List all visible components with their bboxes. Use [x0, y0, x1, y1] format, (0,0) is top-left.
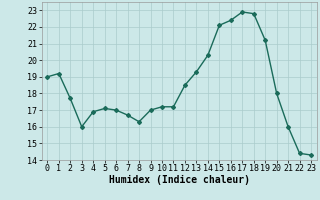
- X-axis label: Humidex (Indice chaleur): Humidex (Indice chaleur): [109, 175, 250, 185]
